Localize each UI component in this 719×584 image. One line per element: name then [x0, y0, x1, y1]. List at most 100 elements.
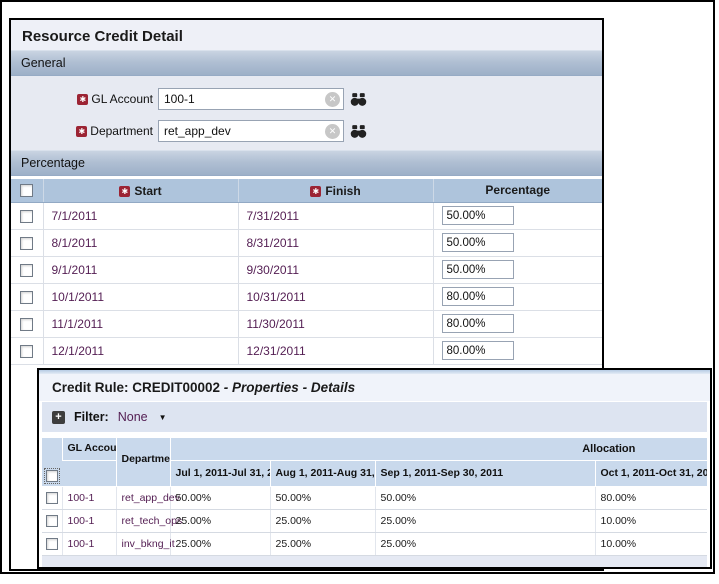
- required-icon: ✱: [119, 185, 131, 197]
- gl-account-label: GL Account: [91, 92, 153, 106]
- allocation-value: 80.00%: [594, 486, 707, 510]
- section-header-general: General: [11, 50, 602, 76]
- credit-rule-title: Credit Rule: CREDIT00002 - Properties - …: [39, 374, 710, 401]
- filter-label: Filter:: [74, 410, 109, 424]
- gl-account-input[interactable]: [164, 92, 325, 106]
- clear-icon[interactable]: ✕: [325, 91, 340, 107]
- required-icon: ✱: [76, 125, 88, 137]
- credit-rule-title-breadcrumb: - Properties - Details: [220, 380, 356, 395]
- start-date: 9/1/2011: [42, 256, 238, 284]
- percentage-input[interactable]: [441, 206, 514, 225]
- table-row: 11/1/2011 11/30/2011: [11, 310, 602, 338]
- period-column-header: Jul 1, 2011-Jul 31, 2011: [169, 460, 270, 487]
- percentage-input[interactable]: [441, 341, 514, 360]
- allocation-table-wrap: GL Account Department Allocation Jul 1, …: [42, 438, 707, 556]
- table-footer-strip: [42, 555, 707, 567]
- start-date: 11/1/2011: [42, 310, 238, 338]
- row-checkbox[interactable]: [45, 491, 58, 504]
- allocation-value: 25.00%: [374, 532, 595, 556]
- window-top-strip: [39, 370, 710, 374]
- gl-account-label-cell: ✱ GL Account: [11, 92, 153, 106]
- section-header-percentage-label: Percentage: [21, 156, 85, 170]
- allocation-value: 10.00%: [594, 532, 707, 556]
- period-column-header: Oct 1, 2011-Oct 31, 2011: [594, 460, 707, 487]
- start-date: 7/1/2011: [42, 202, 238, 230]
- department-label-cell: ✱ Department: [11, 124, 153, 138]
- gl-account-column-header-spacer: [62, 460, 116, 487]
- gl-account-column-header: GL Account: [61, 438, 116, 461]
- gl-account-value: 100-1: [61, 486, 116, 510]
- finish-date: 7/31/2011: [237, 202, 433, 230]
- gl-account-value: 100-1: [61, 532, 116, 556]
- row-checkbox[interactable]: [20, 263, 34, 277]
- table-row: 12/1/2011 12/31/2011: [11, 337, 602, 365]
- department-input-box: ✕: [158, 120, 344, 142]
- allocation-value: 50.00%: [374, 486, 595, 510]
- allocation-value: 50.00%: [269, 486, 375, 510]
- row-checkbox[interactable]: [20, 209, 34, 223]
- finish-date: 10/31/2011: [237, 283, 433, 311]
- finish-date: 9/30/2011: [237, 256, 433, 284]
- row-checkbox[interactable]: [20, 290, 34, 304]
- finish-date: 8/31/2011: [237, 229, 433, 257]
- allocation-group-header: Allocation: [169, 438, 707, 461]
- credit-rule-window: Credit Rule: CREDIT00002 - Properties - …: [37, 368, 712, 569]
- finish-date: 11/30/2011: [237, 310, 433, 338]
- finish-date: 12/31/2011: [237, 337, 433, 365]
- period-column-header: Sep 1, 2011-Sep 30, 2011: [374, 460, 595, 487]
- allocation-value: 25.00%: [374, 509, 595, 533]
- page-title: Resource Credit Detail: [11, 20, 602, 50]
- filter-bar[interactable]: + Filter: None ▼: [42, 402, 707, 432]
- allocation-value: 25.00%: [269, 509, 375, 533]
- section-header-general-label: General: [21, 56, 66, 70]
- allocation-period-header-row: Jul 1, 2011-Jul 31, 2011 Aug 1, 2011-Aug…: [42, 460, 707, 487]
- table-row: 100-1 ret_app_dev 50.00% 50.00% 50.00% 8…: [42, 486, 707, 510]
- allocation-value: 25.00%: [169, 509, 270, 533]
- percentage-input[interactable]: [441, 260, 514, 279]
- percentage-column-header: Percentage: [485, 183, 551, 198]
- filter-value[interactable]: None: [117, 410, 148, 424]
- department-column-header: Department: [115, 438, 170, 487]
- finish-column-header: Finish: [325, 184, 361, 198]
- percentage-table-header-row: ✱ Start ✱ Finish Percentage: [11, 179, 602, 203]
- department-value: ret_app_dev: [115, 486, 180, 510]
- table-row: 100-1 inv_bkng_it 25.00% 25.00% 25.00% 1…: [42, 532, 707, 556]
- chevron-down-icon[interactable]: ▼: [158, 412, 167, 422]
- department-row: ✱ Department ✕: [11, 120, 602, 142]
- allocation-table: GL Account Department Allocation Jul 1, …: [42, 438, 707, 556]
- gl-account-row: ✱ GL Account ✕: [11, 88, 602, 110]
- start-date: 8/1/2011: [42, 229, 238, 257]
- table-row: 10/1/2011 10/31/2011: [11, 283, 602, 311]
- required-icon: ✱: [77, 93, 89, 105]
- row-checkbox[interactable]: [20, 236, 34, 250]
- start-column-header: Start: [134, 184, 162, 198]
- table-row: 7/1/2011 7/31/2011: [11, 202, 602, 230]
- table-row: 9/1/2011 9/30/2011: [11, 256, 602, 284]
- allocation-value: 50.00%: [169, 486, 270, 510]
- period-column-header: Aug 1, 2011-Aug 31, 2011: [269, 460, 375, 487]
- percentage-input[interactable]: [441, 287, 514, 306]
- select-all-checkbox[interactable]: [43, 467, 60, 484]
- department-value: ret_tech_ops: [115, 509, 182, 533]
- expand-icon[interactable]: +: [52, 410, 65, 424]
- row-checkbox[interactable]: [45, 537, 58, 550]
- department-label: Department: [90, 124, 153, 138]
- section-header-percentage: Percentage: [11, 150, 602, 176]
- binoculars-search-icon[interactable]: [350, 92, 367, 107]
- percentage-input[interactable]: [441, 233, 514, 252]
- table-row: 100-1 ret_tech_ops 25.00% 25.00% 25.00% …: [42, 509, 707, 533]
- percentage-input[interactable]: [441, 314, 514, 333]
- department-value: inv_bkng_it: [115, 532, 175, 556]
- row-checkbox[interactable]: [20, 344, 34, 358]
- start-date: 12/1/2011: [42, 337, 238, 365]
- general-form: ✱ GL Account ✕: [11, 76, 602, 150]
- row-checkbox[interactable]: [45, 514, 58, 527]
- gl-account-value: 100-1: [61, 509, 116, 533]
- row-checkbox[interactable]: [20, 317, 34, 331]
- gl-account-input-box: ✕: [158, 88, 344, 110]
- binoculars-search-icon[interactable]: [350, 124, 367, 139]
- clear-icon[interactable]: ✕: [325, 123, 340, 139]
- department-input[interactable]: [164, 124, 325, 138]
- select-all-checkbox[interactable]: [20, 184, 34, 198]
- start-date: 10/1/2011: [42, 283, 238, 311]
